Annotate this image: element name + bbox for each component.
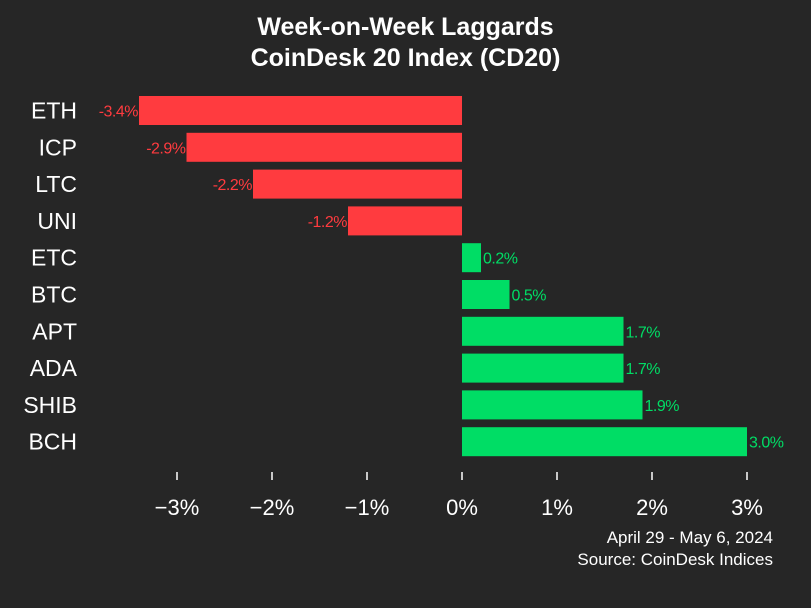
data-label-ltc: -2.2% [213, 177, 253, 194]
category-label-bch: BCH [28, 429, 77, 455]
data-label-etc: 0.2% [483, 251, 518, 268]
x-tick-label: −2% [250, 495, 295, 520]
x-tick-label: 1% [541, 495, 573, 520]
bar-shib [462, 390, 643, 420]
chart-title-line-1: Week-on-Week Laggards [257, 13, 554, 41]
bar-btc [462, 280, 510, 309]
category-label-ada: ADA [30, 355, 78, 381]
data-label-icp: -2.9% [146, 140, 186, 157]
category-label-uni: UNI [37, 208, 77, 234]
bar-etc [462, 243, 481, 273]
category-label-ltc: LTC [35, 171, 77, 197]
bar-ltc [253, 169, 462, 199]
category-label-etc: ETC [31, 245, 77, 271]
data-label-ada: 1.7% [626, 361, 661, 378]
x-tick-label: −3% [155, 495, 200, 520]
data-label-shib: 1.9% [645, 398, 680, 415]
bar-apt [462, 316, 624, 346]
data-label-btc: 0.5% [512, 288, 547, 305]
x-tick-label: 2% [636, 495, 668, 520]
chart-title-line-2: CoinDesk 20 Index (CD20) [250, 44, 561, 72]
chart-footer: April 29 - May 6, 2024 Source: CoinDesk … [577, 527, 773, 571]
data-label-apt: 1.7% [626, 324, 661, 341]
bar-bch [462, 427, 747, 457]
date-range: April 29 - May 6, 2024 [606, 528, 773, 547]
bar-ada [462, 353, 624, 383]
category-label-icp: ICP [39, 134, 77, 160]
chart-title: Week-on-Week Laggards CoinDesk 20 Index … [0, 12, 811, 74]
source-note: Source: CoinDesk Indices [577, 550, 773, 569]
data-label-bch: 3.0% [749, 435, 784, 452]
bar-uni [348, 206, 462, 236]
data-label-eth: -3.4% [99, 104, 139, 121]
category-label-btc: BTC [31, 282, 77, 308]
bar-eth [139, 96, 462, 125]
category-label-shib: SHIB [23, 392, 77, 418]
bar-icp [186, 132, 462, 162]
x-tick-label: 0% [446, 495, 478, 520]
category-label-eth: ETH [31, 98, 77, 124]
category-label-apt: APT [32, 318, 77, 344]
data-label-uni: -1.2% [308, 214, 348, 231]
x-tick-label: 3% [731, 495, 763, 520]
x-tick-label: −1% [345, 495, 390, 520]
